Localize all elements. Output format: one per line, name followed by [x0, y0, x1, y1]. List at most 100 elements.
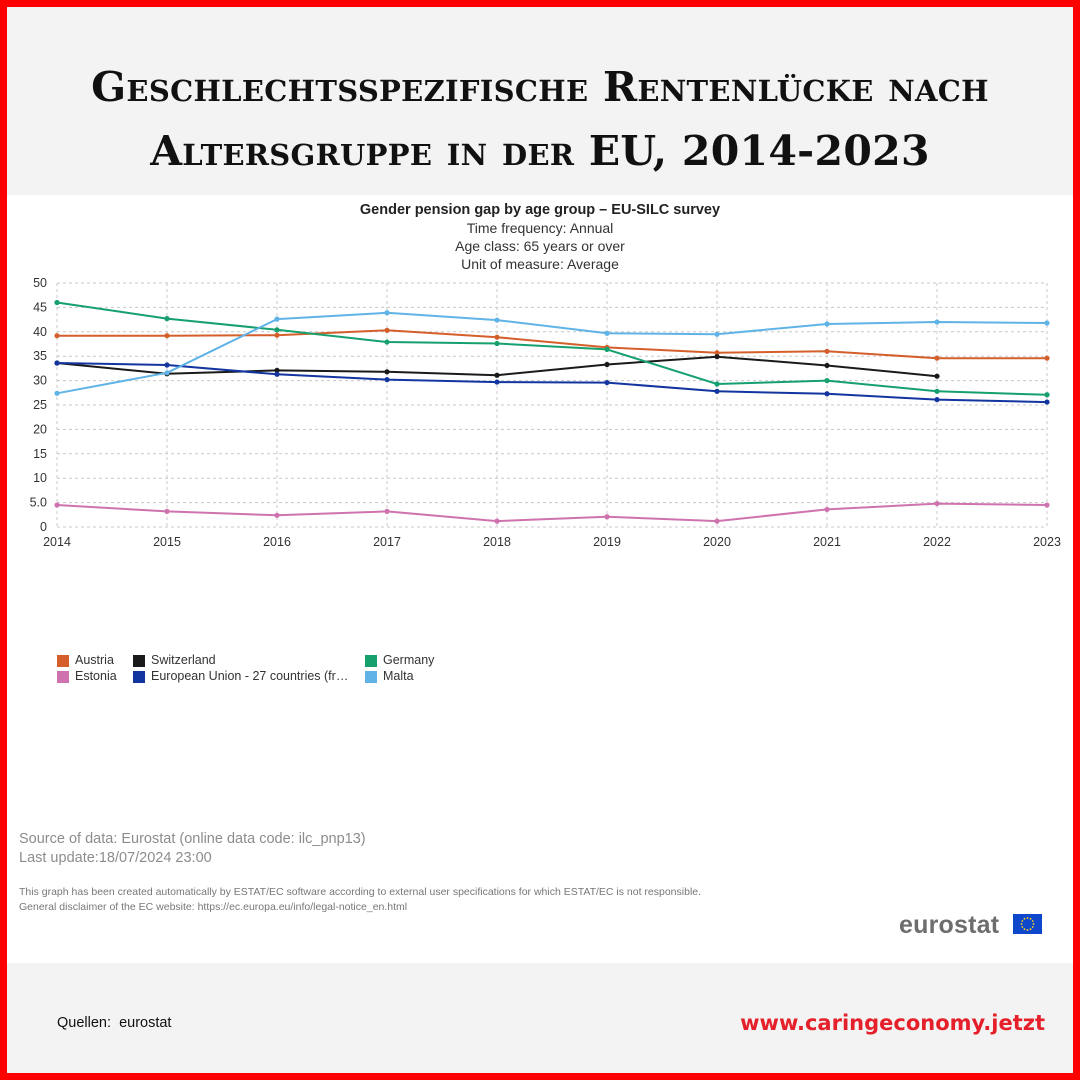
x-tick-label: 2014 — [43, 535, 71, 549]
data-point-austria — [164, 333, 170, 339]
data-point-malta — [714, 331, 720, 337]
y-tick-label: 5.0 — [30, 496, 47, 510]
data-point-switzerland — [494, 372, 500, 378]
x-tick-label: 2021 — [813, 535, 841, 549]
data-point-switzerland — [824, 362, 830, 369]
data-point-european-union-27-countries-fr — [384, 377, 390, 383]
eurostat-wordmark: eurostat — [899, 911, 1000, 939]
data-point-malta — [1044, 320, 1050, 326]
data-point-estonia — [384, 508, 390, 514]
data-point-germany — [494, 340, 500, 347]
last-update: Last update:18/07/2024 23:00 — [19, 850, 212, 866]
data-point-malta — [384, 310, 390, 316]
y-tick-label: 40 — [33, 325, 47, 339]
data-point-estonia — [934, 500, 940, 507]
legend-label: Malta — [383, 669, 414, 683]
data-point-estonia — [604, 514, 610, 520]
data-point-germany — [54, 299, 60, 306]
data-point-malta — [54, 390, 60, 396]
data-point-european-union-27-countries-fr — [1044, 399, 1050, 405]
data-point-european-union-27-countries-fr — [274, 371, 280, 377]
data-point-austria — [274, 332, 280, 338]
legend-label: Estonia — [75, 669, 117, 683]
data-point-european-union-27-countries-fr — [714, 388, 720, 394]
data-point-estonia — [714, 518, 720, 524]
y-tick-label: 35 — [33, 349, 47, 363]
page-title-line-2: Altersgruppe in der EU, 2014-2023 — [150, 127, 930, 175]
data-point-germany — [274, 327, 280, 333]
legend-swatch — [133, 655, 145, 667]
website-link[interactable]: www.caringeconomy.jetzt — [740, 1011, 1045, 1035]
chart-subtitle-3: Unit of measure: Average — [461, 256, 619, 272]
sources-note: Quellen: eurostat — [57, 1015, 172, 1031]
y-tick-label: 15 — [33, 447, 47, 461]
chart-subtitle-2: Age class: 65 years or over — [455, 238, 625, 254]
eu-flag-icon — [1013, 914, 1042, 934]
x-tick-label: 2017 — [373, 535, 401, 549]
data-point-malta — [274, 316, 280, 322]
data-point-european-union-27-countries-fr — [54, 360, 60, 366]
x-tick-label: 2018 — [483, 535, 511, 549]
data-point-austria — [54, 333, 60, 339]
x-tick-label: 2020 — [703, 535, 731, 549]
data-point-germany — [604, 346, 610, 352]
data-point-austria — [824, 348, 830, 354]
x-tick-label: 2015 — [153, 535, 181, 549]
x-tick-label: 2022 — [923, 535, 951, 549]
legend-label: European Union - 27 countries (fr… — [151, 669, 349, 683]
data-point-switzerland — [274, 367, 280, 373]
chart-panel: Gender pension gap by age group – EU-SIL… — [7, 195, 1073, 963]
series-line-austria — [57, 329, 1047, 360]
data-point-austria — [1044, 355, 1050, 361]
legend-label: Austria — [75, 653, 114, 667]
source-of-data: Source of data: Eurostat (online data co… — [19, 831, 366, 847]
data-point-european-union-27-countries-fr — [164, 362, 170, 368]
data-point-estonia — [164, 508, 170, 514]
disclaimer-line-1: This graph has been created automaticall… — [19, 886, 702, 898]
y-tick-label: 0 — [40, 520, 47, 534]
data-point-european-union-27-countries-fr — [824, 391, 830, 397]
x-tick-label: 2019 — [593, 535, 621, 549]
data-point-estonia — [1044, 502, 1050, 508]
y-tick-label: 30 — [33, 374, 47, 388]
data-point-germany — [164, 316, 170, 322]
y-tick-label: 20 — [33, 422, 47, 436]
legend-swatch — [365, 671, 377, 683]
data-point-germany — [714, 381, 720, 387]
data-point-malta — [494, 317, 500, 323]
data-point-estonia — [824, 506, 830, 513]
data-point-european-union-27-countries-fr — [604, 379, 610, 386]
data-point-switzerland — [384, 369, 390, 375]
x-tick-label: 2023 — [1033, 535, 1061, 549]
data-point-estonia — [54, 502, 60, 508]
legend-swatch — [57, 671, 69, 683]
data-point-estonia — [274, 512, 280, 518]
data-point-austria — [494, 334, 500, 340]
disclaimer-line-2: General disclaimer of the EC website: ht… — [19, 901, 408, 913]
legend-swatch — [57, 655, 69, 667]
data-point-austria — [384, 327, 390, 333]
page-title-line-1: Geschlechtsspezifische Rentenlücke nach — [91, 63, 989, 111]
data-point-germany — [934, 388, 940, 394]
data-point-malta — [604, 330, 610, 336]
legend-label: Germany — [383, 653, 435, 667]
series-line-european-union-27-countries-fr — [56, 362, 1048, 404]
data-point-malta — [934, 319, 940, 325]
y-tick-label: 50 — [33, 276, 47, 290]
data-point-germany — [824, 378, 830, 384]
header: Geschlechtsspezifische Rentenlücke nach … — [7, 7, 1073, 195]
data-point-malta — [824, 321, 830, 327]
data-point-european-union-27-countries-fr — [934, 397, 940, 403]
legend-swatch — [365, 655, 377, 667]
data-point-germany — [1044, 392, 1050, 398]
y-tick-label: 10 — [33, 471, 47, 485]
data-point-switzerland — [604, 361, 610, 368]
data-point-switzerland — [934, 373, 940, 379]
series-line-estonia — [56, 502, 1048, 523]
footer: Quellen: eurostat www.caringeconomy.jetz… — [7, 963, 1073, 1073]
data-point-germany — [384, 339, 390, 345]
page-title: Geschlechtsspezifische Rentenlücke nach … — [27, 55, 1053, 183]
legend-swatch — [133, 671, 145, 683]
data-point-switzerland — [714, 354, 720, 360]
y-tick-label: 45 — [33, 300, 47, 314]
